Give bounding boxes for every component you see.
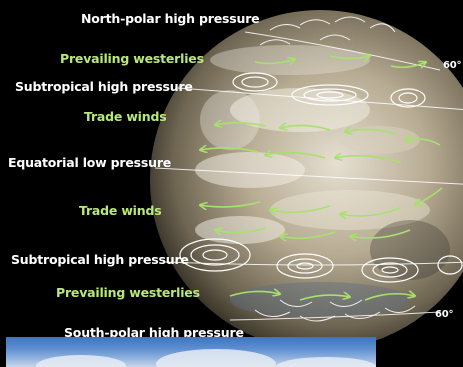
- label-south-polar-high: South-polar high pressure: [64, 325, 244, 340]
- pressure-cell: [291, 84, 369, 106]
- pressure-cell: [232, 72, 278, 92]
- pressure-cell: [390, 88, 426, 108]
- arrow-icon: [200, 148, 259, 152]
- arrow-icon: [254, 59, 295, 63]
- arrow-icon: [340, 207, 401, 216]
- arrow-icon: [280, 125, 331, 130]
- arrow-icon: [405, 139, 441, 146]
- arrow-icon: [345, 129, 396, 134]
- arrow-icon: [229, 291, 280, 296]
- arrow-icon: [215, 228, 266, 233]
- arrow-icon: [390, 62, 426, 67]
- arrow-icon: [265, 153, 326, 159]
- pressure-cells: [179, 72, 463, 283]
- sky-photo-overlay: [6, 337, 376, 367]
- label-subtropical-high-south: Subtropical high pressure: [11, 252, 189, 267]
- globe: [150, 10, 463, 350]
- latitude-mark-south-60: 60°: [435, 309, 454, 320]
- arrow-icon: [329, 56, 370, 59]
- pressure-cell: [437, 255, 463, 275]
- pressure-cell: [179, 238, 251, 272]
- label-equatorial-low: Equatorial low pressure: [8, 155, 172, 170]
- arrow-icon: [280, 231, 336, 238]
- arrow-icon: [299, 295, 350, 301]
- polar-wind-lines: [254, 16, 416, 322]
- arrow-icon: [335, 156, 401, 163]
- arrow-icon: [270, 205, 331, 212]
- arrow-icon: [350, 229, 411, 238]
- label-prevailing-westerlies-south: Prevailing westerlies: [56, 285, 200, 300]
- label-subtropical-high-north: Subtropical high pressure: [15, 79, 193, 94]
- arrow-icon: [215, 123, 266, 126]
- wind-arrows: [200, 56, 443, 301]
- arrow-icon: [415, 187, 443, 205]
- pressure-cell: [276, 253, 334, 279]
- label-north-polar-high: North-polar high pressure: [81, 11, 260, 26]
- label-trade-winds-north: Trade winds: [84, 109, 167, 124]
- arrow-icon: [364, 294, 415, 301]
- cloud-texture: [195, 45, 450, 318]
- latitude-mark-north-60: 60°: [443, 60, 462, 71]
- arrow-icon: [200, 201, 261, 207]
- label-prevailing-westerlies-north: Prevailing westerlies: [60, 51, 204, 66]
- pressure-cell: [361, 257, 419, 283]
- label-trade-winds-south: Trade winds: [79, 203, 162, 218]
